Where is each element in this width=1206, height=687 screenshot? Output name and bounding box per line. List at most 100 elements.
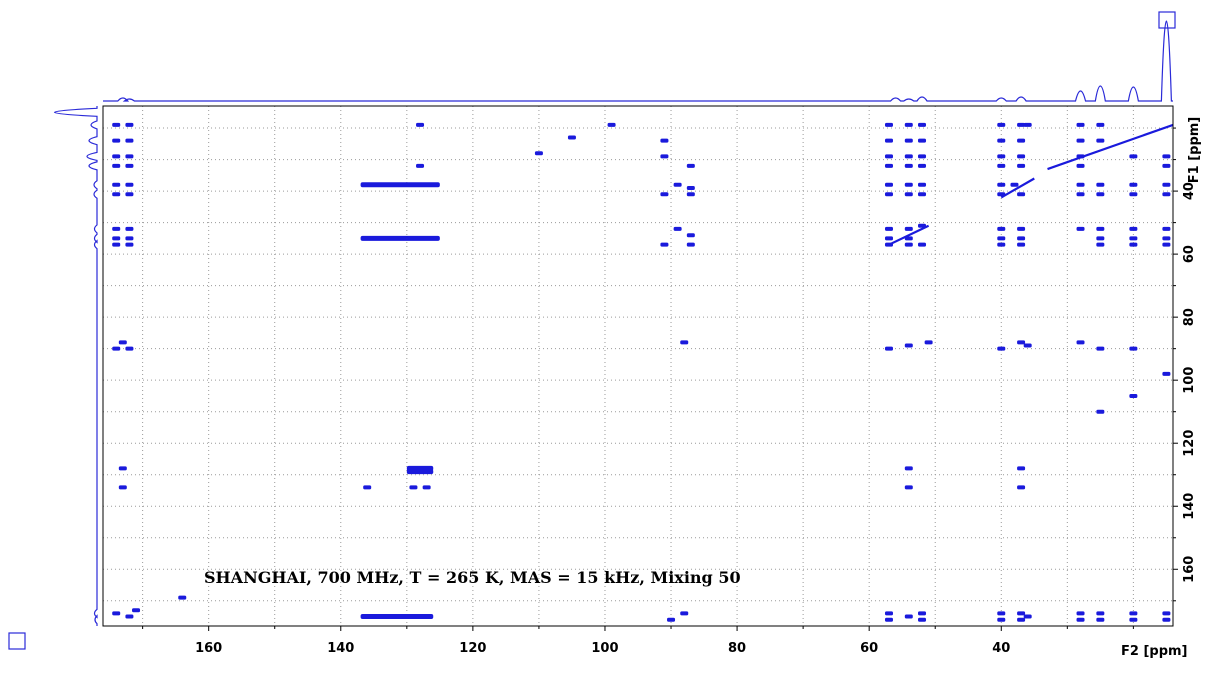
diagonal-ridge xyxy=(888,224,930,246)
contour-peak xyxy=(997,226,1006,231)
contour-peak xyxy=(1129,182,1138,187)
contour-peak xyxy=(1076,340,1085,345)
contour-peak xyxy=(924,340,933,345)
contour-peak xyxy=(997,122,1006,127)
contour-peak xyxy=(1017,226,1026,231)
contour-peak xyxy=(673,182,682,187)
contour-peak xyxy=(112,138,121,143)
x-tick-label: 120 xyxy=(459,641,486,656)
contour-peak xyxy=(884,611,893,616)
contour-peak xyxy=(904,343,913,348)
contour-peak xyxy=(125,122,134,127)
contour-peak xyxy=(1023,343,1032,348)
contour-peak xyxy=(918,192,927,197)
contour-peak xyxy=(884,154,893,159)
plot-frame xyxy=(102,105,1174,627)
contour-peak xyxy=(918,182,927,187)
contour-peak xyxy=(680,340,689,345)
contour-peak xyxy=(884,182,893,187)
contour-peaks xyxy=(112,122,1174,622)
spectrum-annotation: SHANGHAI, 700 MHz, T = 265 K, MAS = 15 k… xyxy=(204,568,741,587)
contour-peak xyxy=(660,138,669,143)
contour-peak xyxy=(112,154,121,159)
contour-peak xyxy=(1162,236,1171,241)
contour-peak xyxy=(1162,163,1171,168)
contour-peak xyxy=(1076,182,1085,187)
contour-peak xyxy=(997,236,1006,241)
contour-peak xyxy=(1076,192,1085,197)
contour-peak xyxy=(112,611,121,616)
axis-ticks: 160 140 120 100 80 60 40 40 60 80 100 120 140 160 xyxy=(142,127,1197,656)
contour-peak xyxy=(125,346,134,351)
contour-peak xyxy=(1076,226,1085,231)
contour-peak xyxy=(1162,154,1171,159)
contour-peak xyxy=(673,226,682,231)
contour-peak xyxy=(118,466,127,471)
contour-peak xyxy=(904,614,913,619)
contour-peak xyxy=(112,346,121,351)
contour-peak xyxy=(884,346,893,351)
y-tick-label: 40 xyxy=(1182,182,1197,200)
contour-peak xyxy=(409,485,418,490)
diagonal-ridge xyxy=(1000,177,1035,199)
x-tick-label: 60 xyxy=(860,641,878,656)
contour-peak xyxy=(112,192,121,197)
f1-projection-trace xyxy=(54,106,98,626)
contour-peak xyxy=(667,617,676,622)
contour-peak xyxy=(125,614,134,619)
contour-peak xyxy=(918,122,927,127)
contour-peak xyxy=(125,138,134,143)
contour-peak xyxy=(884,236,893,241)
contour-peak xyxy=(1017,236,1026,241)
contour-peak xyxy=(997,242,1006,247)
contour-peak xyxy=(918,242,927,247)
contour-peak xyxy=(1017,340,1026,345)
contour-peak xyxy=(112,182,121,187)
contour-peak xyxy=(1017,154,1026,159)
contour-peak xyxy=(1162,226,1171,231)
contour-peak xyxy=(112,163,121,168)
contour-peak xyxy=(997,346,1006,351)
contour-peak xyxy=(1129,346,1138,351)
contour-peak xyxy=(1162,242,1171,247)
contour-peak xyxy=(1017,242,1026,247)
contour-peak xyxy=(660,154,669,159)
contour-peak xyxy=(904,182,913,187)
y-tick-label: 160 xyxy=(1182,556,1197,583)
contour-peak xyxy=(660,242,669,247)
f2-axis-title: F2 [ppm] xyxy=(1121,644,1188,659)
contour-peak xyxy=(1076,122,1085,127)
projections xyxy=(54,20,1173,626)
contour-peak xyxy=(125,163,134,168)
contour-peak xyxy=(125,226,134,231)
contour-peak xyxy=(112,236,121,241)
contour-peak xyxy=(567,135,576,140)
contour-ridge xyxy=(360,235,440,241)
contour-ridge xyxy=(360,614,434,620)
y-tick-label: 80 xyxy=(1182,308,1197,326)
contour-peak xyxy=(918,163,927,168)
contour-peak xyxy=(125,236,134,241)
contour-peak xyxy=(1129,226,1138,231)
contour-peak xyxy=(1129,393,1138,398)
contour-peak xyxy=(884,138,893,143)
contour-peak xyxy=(1096,346,1105,351)
contour-peak xyxy=(125,242,134,247)
x-tick-label: 40 xyxy=(992,641,1010,656)
corner-box-icon[interactable] xyxy=(1158,11,1176,29)
contour-peak xyxy=(1096,236,1105,241)
contour-peak xyxy=(918,138,927,143)
contour-peak xyxy=(686,163,695,168)
contour-peak xyxy=(1076,611,1085,616)
contour-peak xyxy=(1023,614,1032,619)
corner-box-icon[interactable] xyxy=(8,632,26,650)
contour-peak xyxy=(1129,154,1138,159)
contour-peak xyxy=(1129,192,1138,197)
contour-peak xyxy=(1096,138,1105,143)
contour-peak xyxy=(884,163,893,168)
contour-peak xyxy=(1162,192,1171,197)
contour-peak xyxy=(416,163,425,168)
contour-peak xyxy=(1017,192,1026,197)
contour-peak xyxy=(1017,611,1026,616)
